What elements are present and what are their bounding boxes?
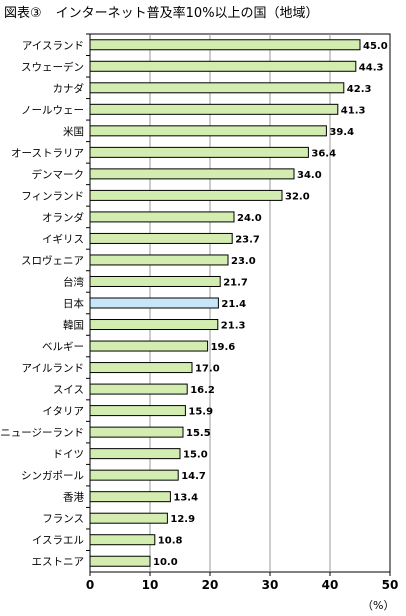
value-label: 10.0 xyxy=(153,557,178,568)
bar xyxy=(89,555,151,567)
x-tick-label: 10 xyxy=(142,578,159,592)
x-tick-label: 30 xyxy=(262,578,279,592)
value-label: 32.0 xyxy=(285,191,310,202)
value-label: 12.9 xyxy=(170,514,195,525)
bar xyxy=(89,534,156,546)
category-label: アイルランド xyxy=(22,363,84,375)
value-label: 23.0 xyxy=(231,256,256,267)
value-label: 15.9 xyxy=(188,407,213,418)
category-label: イスラエル xyxy=(32,535,84,547)
category-label: フランス xyxy=(42,513,84,525)
value-label: 13.4 xyxy=(173,493,198,504)
category-label: 米国 xyxy=(63,125,84,138)
value-label: 21.7 xyxy=(223,277,248,288)
value-label: 14.7 xyxy=(181,471,206,482)
figure-number: 図表③ xyxy=(4,6,42,21)
category-label: イタリア xyxy=(42,406,84,418)
bar xyxy=(89,254,229,266)
bar xyxy=(89,211,235,223)
bar xyxy=(89,512,168,524)
bar xyxy=(89,426,184,438)
value-label: 24.0 xyxy=(237,213,262,224)
bar xyxy=(89,146,309,158)
category-label: スロヴェニア xyxy=(21,254,84,267)
bar xyxy=(89,448,181,460)
category-label: シンガポール xyxy=(21,470,84,482)
x-tick-label: 50 xyxy=(382,578,399,592)
bar xyxy=(89,469,179,481)
value-label: 44.3 xyxy=(359,62,384,73)
category-label: カナダ xyxy=(53,82,85,95)
bar xyxy=(89,362,193,374)
category-label: ドイツ xyxy=(53,449,85,461)
value-label: 39.4 xyxy=(329,127,354,138)
bar xyxy=(89,60,357,72)
bar xyxy=(89,275,221,287)
value-label: 15.5 xyxy=(186,428,211,439)
value-label: 23.7 xyxy=(235,234,260,245)
bar xyxy=(89,383,188,395)
x-tick-label: 20 xyxy=(202,578,219,592)
value-label: 34.0 xyxy=(297,170,322,181)
category-label: ベルギー xyxy=(42,341,84,353)
value-label: 21.4 xyxy=(221,299,246,310)
category-label: 台湾 xyxy=(63,275,84,288)
chart-title: 図表③ インターネット普及率10%以上の国（地域） xyxy=(4,2,319,21)
bar xyxy=(89,189,283,201)
category-label: イギリス xyxy=(42,233,84,245)
bar xyxy=(89,405,186,417)
value-label: 42.3 xyxy=(347,84,372,95)
value-label: 45.0 xyxy=(363,41,388,52)
title-text: インターネット普及率10%以上の国（地域） xyxy=(55,6,319,21)
bar xyxy=(89,340,209,352)
x-tick-label: 40 xyxy=(322,578,339,592)
value-label: 10.8 xyxy=(158,536,183,547)
value-label: 17.0 xyxy=(195,364,220,375)
category-label: 韓国 xyxy=(63,320,84,332)
category-label: 日本 xyxy=(63,297,84,310)
category-label: スウェーデン xyxy=(21,60,84,73)
category-label: スイス xyxy=(53,384,84,396)
value-label: 16.2 xyxy=(190,385,215,396)
x-tick-label: 0 xyxy=(86,578,94,592)
bar xyxy=(89,168,295,180)
value-label: 36.4 xyxy=(311,148,336,159)
bar xyxy=(89,125,327,137)
value-label: 19.6 xyxy=(211,342,236,353)
bar xyxy=(89,39,361,51)
bar xyxy=(89,82,345,94)
category-label: フィンランド xyxy=(21,190,84,202)
category-label: デンマーク xyxy=(32,168,85,181)
category-label: オランダ xyxy=(42,211,84,224)
category-label: 香港 xyxy=(63,492,84,504)
bar xyxy=(89,319,219,331)
category-label: ニュージーランド xyxy=(0,427,84,439)
value-label: 21.3 xyxy=(221,321,246,332)
bar xyxy=(89,232,233,244)
category-label: オーストラリア xyxy=(11,147,84,159)
bar-highlight xyxy=(89,297,219,309)
category-label: ノールウェー xyxy=(21,104,84,116)
category-label: エストニア xyxy=(32,556,85,568)
bar xyxy=(89,491,171,503)
value-label: 15.0 xyxy=(183,450,208,461)
x-axis-unit-label: （%） xyxy=(362,599,395,612)
value-label: 41.3 xyxy=(341,105,366,116)
bar xyxy=(89,103,339,115)
category-label: アイスランド xyxy=(22,40,84,52)
